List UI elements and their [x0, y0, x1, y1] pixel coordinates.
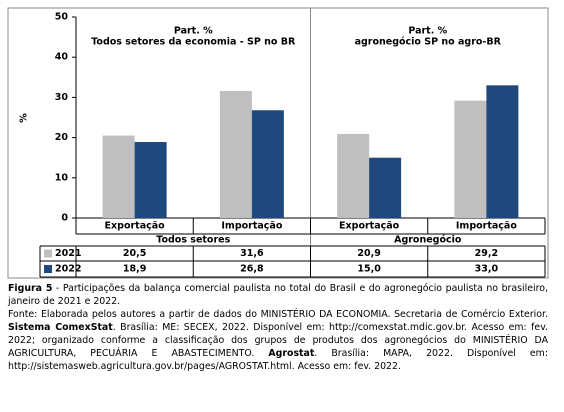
- y-tick-label: 10: [55, 172, 69, 183]
- group-label: Agronegócio: [394, 235, 462, 246]
- bar: [251, 110, 284, 218]
- y-tick-label: 40: [55, 52, 69, 63]
- bar: [369, 157, 402, 218]
- caption-block: Figura 5 - Participações da balança come…: [8, 282, 548, 373]
- table-value: 20,5: [123, 248, 146, 259]
- source-text: Fonte: Elaborada pelos autores a partir …: [8, 309, 548, 320]
- x-tick-label: Exportação: [339, 221, 400, 232]
- y-tick-label: 0: [61, 213, 68, 224]
- y-tick-label: 50: [55, 12, 69, 23]
- bar: [454, 100, 487, 218]
- bar: [134, 142, 167, 218]
- bar: [486, 85, 519, 218]
- caption: Figura 5 - Participações da balança come…: [8, 282, 548, 308]
- chart-border: [7, 7, 549, 279]
- group-label: Todos setores: [156, 235, 230, 246]
- table-value: 20,9: [357, 248, 380, 259]
- y-axis-label: %: [19, 113, 30, 123]
- table-value: 18,9: [123, 264, 146, 275]
- bar: [337, 133, 370, 218]
- panel-title: Part. %: [174, 26, 213, 37]
- legend-label: 2021: [55, 248, 81, 259]
- legend-label: 2022: [55, 264, 81, 275]
- x-tick-label: Importação: [221, 221, 282, 232]
- bar: [102, 135, 135, 218]
- source-text: Agrostat: [268, 348, 315, 359]
- y-tick-label: 20: [55, 132, 69, 143]
- table-value: 26,8: [240, 264, 264, 275]
- x-tick-label: Importação: [456, 221, 517, 232]
- table-value: 31,6: [240, 248, 264, 259]
- source-text: . Brasília: MAPA, 2022. Disponível em: h…: [8, 348, 548, 372]
- table-value: 33,0: [475, 264, 499, 275]
- caption-label: Figura 5: [8, 283, 53, 294]
- caption-text: - Participações da balança comercial pau…: [8, 283, 548, 307]
- panel-title: Todos setores da economia - SP no BR: [91, 37, 296, 48]
- y-tick-label: 30: [55, 92, 69, 103]
- table-value: 15,0: [357, 264, 381, 275]
- source: Fonte: Elaborada pelos autores a partir …: [8, 308, 548, 373]
- panel-title: agronegócio SP no agro-BR: [355, 37, 502, 48]
- bar: [219, 90, 252, 218]
- legend-swatch: [44, 249, 52, 258]
- table-value: 29,2: [475, 248, 498, 259]
- panel-title: Part. %: [408, 26, 447, 37]
- legend-swatch: [44, 265, 52, 273]
- x-tick-label: Exportação: [105, 221, 166, 232]
- source-text: Sistema ComexStat: [8, 322, 113, 333]
- source-text: . Brasília: ME: SECEX, 2022. Disponível …: [8, 322, 548, 359]
